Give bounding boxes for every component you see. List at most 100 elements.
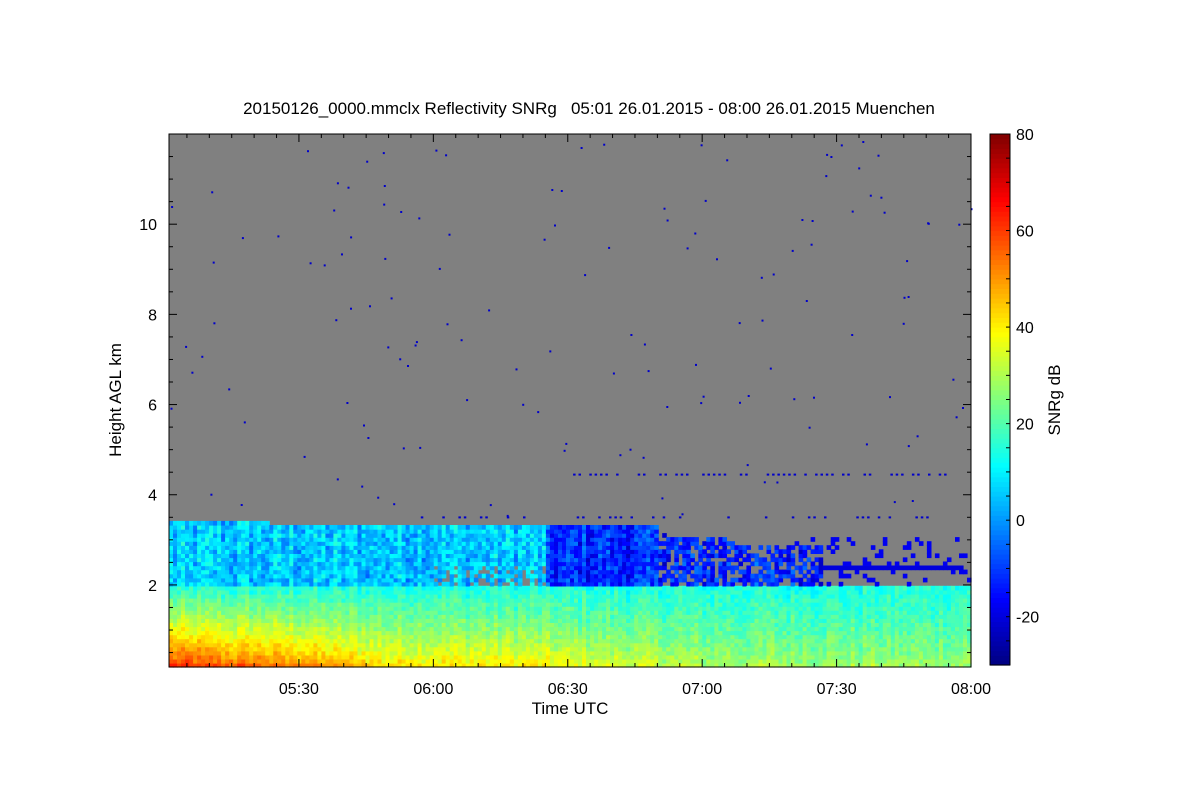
heatmap-cell: [417, 602, 423, 607]
heatmap-cell: [638, 581, 643, 587]
heatmap-cell: [245, 565, 250, 571]
heatmap-cell: [746, 662, 751, 668]
heatmap-cell: [205, 537, 210, 542]
heatmap-cell: [718, 589, 723, 595]
heatmap-cell: [409, 589, 415, 595]
heatmap-cell: [237, 606, 242, 611]
heatmap-cell: [630, 569, 635, 575]
heatmap-cell: [421, 662, 427, 668]
heatmap-cell: [734, 618, 739, 623]
heatmap-cell: [457, 533, 463, 538]
heatmap-cell: [706, 606, 711, 611]
heatmap-cell: [650, 541, 655, 546]
heatmap-cell: [750, 589, 755, 595]
heatmap-cell: [297, 569, 302, 575]
heatmap-cell: [293, 642, 298, 648]
heatmap-cell: [229, 533, 234, 538]
heatmap-cell: [594, 654, 599, 660]
heatmap-cell: [437, 577, 443, 583]
heatmap-cell: [690, 638, 695, 644]
heatmap-cell: [381, 573, 387, 579]
heatmap-cell: [606, 650, 611, 656]
heatmap-cell: [393, 626, 399, 632]
heatmap-cell: [177, 520, 182, 526]
heatmap-cell: [634, 565, 639, 571]
heatmap-cell: [281, 553, 286, 559]
heatmap-cell: [297, 585, 302, 591]
heatmap-cell: [630, 549, 635, 554]
heatmap-cell: [261, 557, 266, 563]
heatmap-cell: [433, 561, 439, 567]
heatmap-cell: [209, 525, 214, 530]
heatmap-cell: [381, 569, 387, 575]
heatmap-cell: [317, 541, 322, 546]
heatmap-cell: [722, 581, 727, 587]
heatmap-cell: [570, 565, 575, 571]
heatmap-cell: [626, 638, 631, 644]
heatmap-cell: [245, 557, 250, 563]
heatmap-cell: [742, 630, 747, 636]
heatmap-cell: [554, 646, 559, 652]
heatmap-cell: [537, 598, 543, 603]
heatmap-cell: [646, 622, 651, 628]
heatmap-cell: [718, 610, 723, 615]
heatmap-cell: [578, 549, 583, 554]
heatmap-cell: [273, 589, 278, 595]
heatmap-cell: [686, 593, 691, 599]
heatmap-cell: [309, 650, 314, 656]
heatmap-cell: [329, 598, 334, 603]
heatmap-cell: [469, 577, 475, 583]
heatmap-cell: [634, 638, 639, 644]
heatmap-cell: [473, 581, 479, 587]
heatmap-cell: [353, 537, 359, 542]
heatmap-cell: [674, 581, 679, 587]
heatmap-cell: [578, 602, 583, 607]
heatmap-cell: [734, 630, 739, 636]
heatmap-cell: [501, 598, 507, 603]
heatmap-cell: [417, 654, 423, 660]
heatmap-cell: [545, 541, 551, 546]
heatmap-cell: [622, 630, 627, 636]
heatmap-cell: [177, 569, 182, 575]
heatmap-cell: [686, 622, 691, 628]
heatmap-cell: [590, 577, 595, 583]
heatmap-cell: [746, 622, 751, 628]
heatmap-cell: [537, 638, 543, 644]
heatmap-cell: [578, 654, 583, 660]
heatmap-cell: [249, 561, 254, 567]
heatmap-cell: [201, 646, 206, 652]
heatmap-cell: [405, 589, 411, 595]
heatmap-cell: [574, 610, 579, 615]
heatmap-cell: [281, 618, 286, 623]
heatmap-cell: [213, 561, 218, 567]
heatmap-cell: [497, 614, 503, 619]
heatmap-cell: [357, 553, 363, 559]
heatmap-cell: [734, 646, 739, 652]
heatmap-cell: [730, 569, 735, 575]
heatmap-cell: [594, 626, 599, 632]
heatmap-cell: [173, 537, 178, 542]
heatmap-cell: [285, 626, 290, 632]
heatmap-cell: [241, 654, 246, 660]
heatmap-cell: [441, 662, 447, 668]
heatmap-cell: [586, 622, 591, 628]
heatmap-cell: [361, 533, 367, 538]
heatmap-cell: [541, 650, 547, 656]
heatmap-cell: [670, 618, 675, 623]
heatmap-cell: [325, 573, 330, 579]
heatmap-cell: [269, 561, 274, 567]
heatmap-cell: [349, 626, 354, 632]
heatmap-cell: [537, 593, 543, 599]
heatmap-cell: [369, 577, 375, 583]
heatmap-cell: [229, 638, 234, 644]
heatmap-cell: [273, 577, 278, 583]
heatmap-cell: [201, 618, 206, 623]
heatmap-cell: [293, 537, 298, 542]
heatmap-cell: [562, 585, 567, 591]
heatmap-cell: [586, 630, 591, 636]
heatmap-cell: [225, 557, 230, 563]
heatmap-cell: [666, 598, 671, 603]
heatmap-cell: [237, 626, 242, 632]
heatmap-cell: [289, 553, 294, 559]
heatmap-cell: [221, 520, 226, 526]
